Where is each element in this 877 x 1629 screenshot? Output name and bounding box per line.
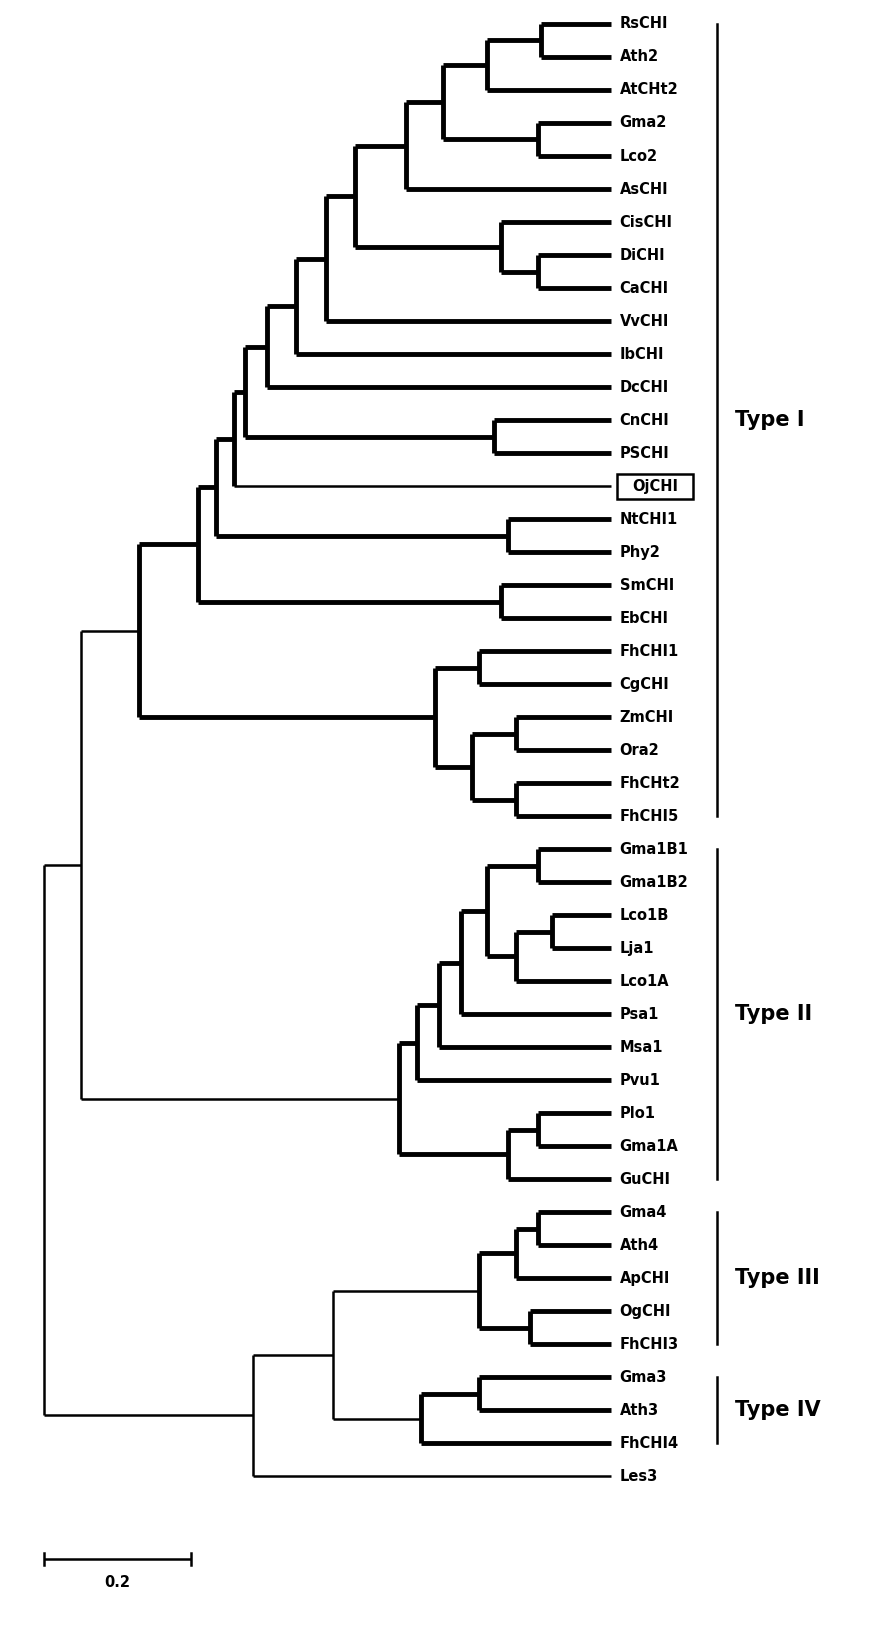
Text: AtCHt2: AtCHt2	[619, 83, 678, 98]
Text: IbCHI: IbCHI	[619, 347, 663, 362]
Text: EbCHI: EbCHI	[619, 611, 667, 626]
Text: CgCHI: CgCHI	[619, 676, 668, 692]
Text: NtCHI1: NtCHI1	[619, 512, 677, 526]
Text: DiCHI: DiCHI	[619, 248, 665, 262]
Text: Lco2: Lco2	[619, 148, 657, 163]
Text: CaCHI: CaCHI	[619, 280, 668, 295]
Text: FhCHt2: FhCHt2	[619, 775, 680, 790]
Text: Type II: Type II	[734, 1003, 811, 1025]
Text: RsCHI: RsCHI	[619, 16, 667, 31]
Text: Gma3: Gma3	[619, 1370, 667, 1385]
Text: FhCHI1: FhCHI1	[619, 643, 678, 658]
Text: PSCHI: PSCHI	[619, 446, 668, 461]
Text: Lja1: Lja1	[619, 940, 653, 956]
Text: Ath3: Ath3	[619, 1403, 658, 1417]
Text: OgCHI: OgCHI	[619, 1303, 670, 1319]
Text: 0.2: 0.2	[104, 1575, 131, 1590]
Text: VvCHI: VvCHI	[619, 313, 668, 329]
Text: Type III: Type III	[734, 1269, 819, 1289]
Text: ZmCHI: ZmCHI	[619, 710, 673, 725]
Text: Plo1: Plo1	[619, 1106, 655, 1121]
Text: Lco1A: Lco1A	[619, 974, 668, 989]
Text: Ora2: Ora2	[619, 743, 659, 757]
Text: FhCHI4: FhCHI4	[619, 1435, 678, 1451]
Text: SmCHI: SmCHI	[619, 578, 673, 593]
Text: Ath2: Ath2	[619, 49, 658, 65]
Bar	[616, 474, 693, 498]
Text: FhCHI3: FhCHI3	[619, 1337, 678, 1352]
Text: Ath4: Ath4	[619, 1238, 658, 1253]
Text: Type IV: Type IV	[734, 1401, 820, 1420]
Text: Gma1A: Gma1A	[619, 1139, 678, 1153]
Text: Gma1B2: Gma1B2	[619, 875, 688, 889]
Text: DcCHI: DcCHI	[619, 380, 668, 394]
Text: AsCHI: AsCHI	[619, 181, 667, 197]
Text: Lco1B: Lco1B	[619, 907, 668, 922]
Text: GuCHI: GuCHI	[619, 1171, 670, 1188]
Text: CnCHI: CnCHI	[619, 412, 668, 427]
Text: Les3: Les3	[619, 1469, 657, 1484]
Text: FhCHI5: FhCHI5	[619, 808, 678, 824]
Text: Gma4: Gma4	[619, 1205, 667, 1220]
Text: ApCHI: ApCHI	[619, 1271, 669, 1285]
Text: Phy2: Phy2	[619, 544, 660, 560]
Text: OjCHI: OjCHI	[631, 479, 677, 494]
Text: Msa1: Msa1	[619, 1039, 662, 1054]
Text: Gma1B1: Gma1B1	[619, 842, 688, 857]
Text: CisCHI: CisCHI	[619, 215, 672, 230]
Text: Pvu1: Pvu1	[619, 1074, 660, 1088]
Text: Type I: Type I	[734, 411, 803, 430]
Text: Gma2: Gma2	[619, 116, 667, 130]
Text: Psa1: Psa1	[619, 1007, 658, 1021]
